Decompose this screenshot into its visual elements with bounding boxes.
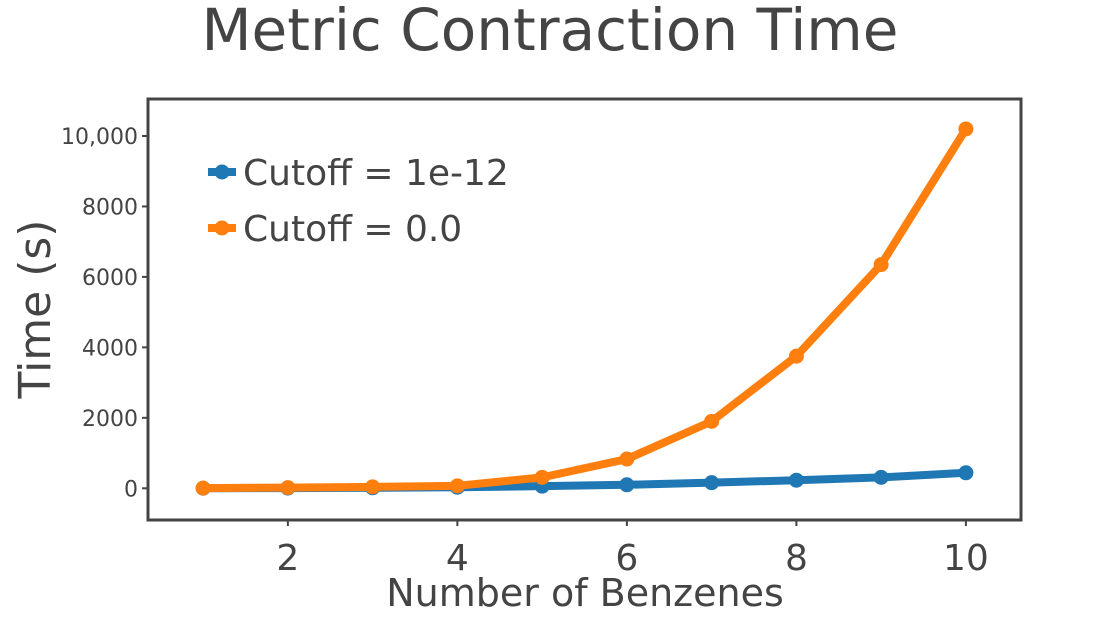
data-point	[280, 480, 296, 496]
data-point	[958, 121, 974, 137]
data-point	[704, 413, 720, 429]
data-point	[195, 480, 211, 496]
series-line	[199, 124, 970, 493]
data-point	[619, 451, 635, 467]
x-tick-label: 8	[785, 538, 808, 579]
plot-frame	[146, 97, 1023, 522]
legend-item: Cutoff = 1e-12	[208, 153, 509, 194]
series-group	[195, 121, 974, 496]
legend-marker	[214, 164, 230, 180]
legend-label: Cutoff = 0.0	[243, 209, 462, 250]
y-tick-label: 4000	[82, 336, 138, 361]
series-2	[195, 121, 974, 496]
x-tick-label: 6	[615, 538, 638, 579]
data-point	[873, 257, 889, 273]
legend-label: Cutoff = 1e-12	[243, 153, 509, 194]
y-tick-label: 6000	[82, 266, 138, 291]
data-point	[958, 465, 974, 481]
x-tick-label: 4	[446, 538, 469, 579]
data-point	[365, 479, 381, 495]
data-point	[619, 477, 635, 493]
data-point	[704, 475, 720, 491]
x-tick-label: 2	[276, 538, 299, 579]
data-point	[788, 472, 804, 488]
data-point	[873, 469, 889, 485]
data-point	[788, 348, 804, 364]
axes-group: 0 2000 4000 6000 8000 10,000 2 4 6 8 10	[61, 97, 1023, 579]
legend-item: Cutoff = 0.0	[208, 209, 462, 250]
data-point	[534, 469, 550, 485]
chart-title: Metric Contraction Time	[202, 0, 899, 64]
x-axis-title: Number of Benzenes	[386, 571, 784, 615]
legend: Cutoff = 1e-12 Cutoff = 0.0	[208, 153, 509, 250]
y-axis-title: Time (s)	[10, 220, 61, 400]
y-tick-label: 10,000	[61, 125, 138, 150]
legend-marker	[214, 220, 230, 236]
y-tick-label: 0	[124, 477, 138, 502]
x-tick-label: 10	[943, 538, 989, 579]
y-tick-label: 2000	[82, 407, 138, 432]
data-point	[449, 478, 465, 494]
y-tick-label: 8000	[82, 195, 138, 220]
